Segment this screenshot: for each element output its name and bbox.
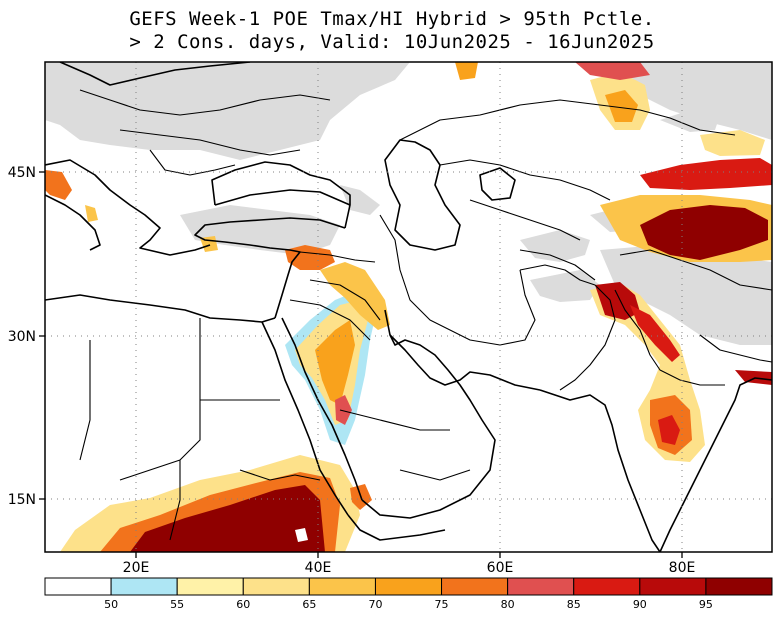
shading-siberia-mid [605,90,638,122]
coastline-india-east [659,377,772,552]
border-egypt-sudan [79,318,321,541]
colorbar-label: 85 [567,598,581,611]
masked-region-turkey [180,205,340,255]
map-frame [44,61,773,553]
colorbar-label: 95 [699,598,713,611]
x-tick-label-20e: 20E [123,560,150,576]
shading-italy-south [85,205,98,222]
colorbar-swatch [441,577,509,596]
coastline-levant-turkey [194,217,346,319]
colorbar-swatch [374,577,443,596]
border-iran-afghanistan [519,264,616,391]
shading-bangladesh [735,370,772,385]
coastline-caspian [384,139,461,251]
coastline-north-africa [45,294,276,323]
colorbar-swatch [176,577,244,596]
colorbar-swatch [308,577,376,596]
map-plot-area [45,62,772,552]
axis-ticks [39,171,683,558]
colorbar-label: 55 [170,598,184,611]
probability-shading-layer [45,62,772,552]
colorbar-label: 90 [633,598,647,611]
shading-sahel-dark [130,485,325,552]
coastline-red-sea-west [261,321,349,516]
grid-layer [45,62,772,552]
coastline-adriatic [45,159,211,256]
coastline-baltic [59,62,251,86]
colorbar-label: 60 [236,598,250,611]
border-china-india [619,249,772,291]
colorbar-label: 75 [435,598,449,611]
masked-region-layer [45,62,772,515]
coastline-layer [45,62,772,552]
colorbar-swatch [507,577,575,596]
coastline-black-sea [211,161,351,229]
x-tick-label-60e: 60E [487,560,514,576]
shading-sahel-hole [295,528,308,542]
coastline-persian-gulf [389,334,541,391]
colorbar: 50 55 60 65 70 75 80 85 90 95 [44,577,773,611]
shading-siberia-top [575,62,650,80]
coastline-horn-of-africa [347,514,446,541]
shading-kazakhstan-red [640,158,772,190]
coastline-red-sea-east [281,317,363,501]
shading-iraq [320,262,390,330]
y-tick-label-30n: 30N [8,329,36,345]
map-title-line-2: > 2 Cons. days, Valid: 10Jun2025 - 16Jun… [129,31,655,53]
colorbar-swatch [44,577,112,596]
shading-central-india-dark [658,415,680,445]
shading-italy [45,170,72,200]
masked-region-mongolia [620,62,772,140]
map-title-line-1: GEFS Week-1 POE Tmax/HI Hybrid > 95th Pc… [129,8,655,30]
coastline-india-west [539,389,661,552]
border-russia-kazakhstan [399,99,736,141]
y-tick-label-15n: 15N [8,492,36,508]
shading-arabia-mid [315,320,355,405]
masked-region-caucasus [340,185,380,215]
shading-ural [455,62,478,80]
masked-region-tibet [600,245,772,345]
colorbar-swatch [639,577,707,596]
colorbar-swatch [705,577,773,596]
shading-tarim-dark [640,205,768,260]
colorbar-label: 70 [368,598,382,611]
border-iraq-syria-saudi [289,251,471,481]
shading-india-red [630,305,680,362]
coastline-aral [479,167,516,201]
colorbar-swatch [110,577,178,596]
x-tick-label-40e: 40E [305,560,332,576]
colorbar-label: 50 [104,598,118,611]
border-layer [79,89,772,541]
border-iran [379,214,536,346]
shading-kazakhstan-light [700,130,765,156]
y-tick-label-45n: 45N [8,165,36,181]
border-central-asia [439,159,611,281]
masked-region-tarim [660,110,720,132]
masked-region-europe-north [45,62,410,160]
colorbar-label: 80 [501,598,515,611]
x-tick-label-80e: 80E [669,560,696,576]
colorbar-label: 65 [302,598,316,611]
colorbar-swatch [573,577,641,596]
shading-arabia-dark [335,395,352,425]
masked-region-iran-highlands [520,230,590,262]
colorbar-swatch [242,577,310,596]
coastline-arabian-peninsula [361,309,496,519]
border-south-asia [699,334,772,363]
shading-pakistan-dark [595,282,640,320]
masked-region-hindukush [530,270,600,302]
coastline-italy [45,194,101,251]
shading-levant [285,245,335,270]
border-europe [79,89,331,176]
border-india-pakistan [614,289,725,386]
